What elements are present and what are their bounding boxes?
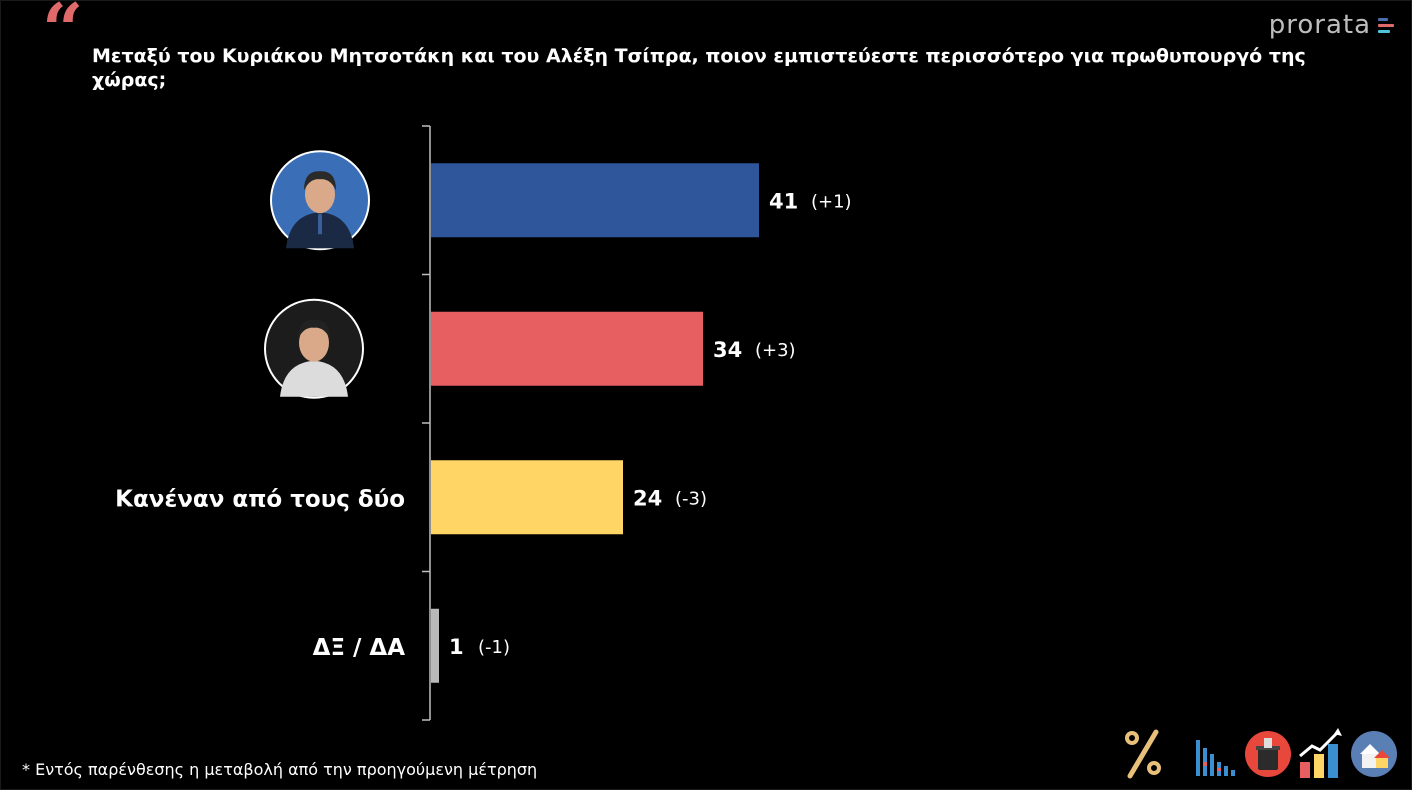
- value-label: 1: [449, 635, 464, 659]
- brand-name: prorata: [1268, 10, 1371, 40]
- bar: [431, 311, 703, 386]
- bar-chart: 41 (+1) 34 (+3) 24 (-3) Κανέναν από τους δύο 1 (…: [115, 125, 852, 721]
- bar: [431, 163, 759, 238]
- change-label: (+3): [755, 340, 796, 361]
- percent-icon: [1125, 729, 1161, 779]
- value-label: 34: [713, 338, 742, 362]
- portrait-icon: [264, 298, 364, 399]
- brand-bar-3: [1378, 29, 1390, 33]
- footnote: * Εντός παρένθεσης η μεταβολή από την πρ…: [22, 760, 538, 779]
- brand-bars-icon: [1378, 17, 1394, 33]
- bar: [431, 460, 623, 535]
- bar-chart-icon: [1196, 740, 1235, 776]
- value-label: 41: [769, 189, 798, 213]
- chart-title: Μεταξύ του Κυριάκου Μητσοτάκη και του Αλ…: [92, 45, 1306, 91]
- category-label: Κανέναν από τους δύο: [115, 486, 405, 512]
- houses-icon: [1351, 731, 1397, 777]
- ballot-box-icon: [1245, 731, 1291, 777]
- brand-bar-1: [1378, 17, 1388, 21]
- change-label: (-3): [675, 488, 707, 509]
- change-label: (+1): [811, 191, 852, 212]
- quote-mark-icon: “: [42, 0, 84, 72]
- footer-icons: [1120, 726, 1400, 782]
- change-label: (-1): [478, 637, 510, 658]
- bar: [431, 608, 439, 683]
- brand-bar-2: [1378, 23, 1394, 27]
- category-label: ΔΞ / ΔΑ: [313, 635, 406, 661]
- brand-logo: prorata: [1269, 10, 1394, 40]
- value-label: 24: [633, 486, 662, 510]
- growth-chart-icon: [1299, 728, 1342, 778]
- portrait-icon: [270, 150, 370, 251]
